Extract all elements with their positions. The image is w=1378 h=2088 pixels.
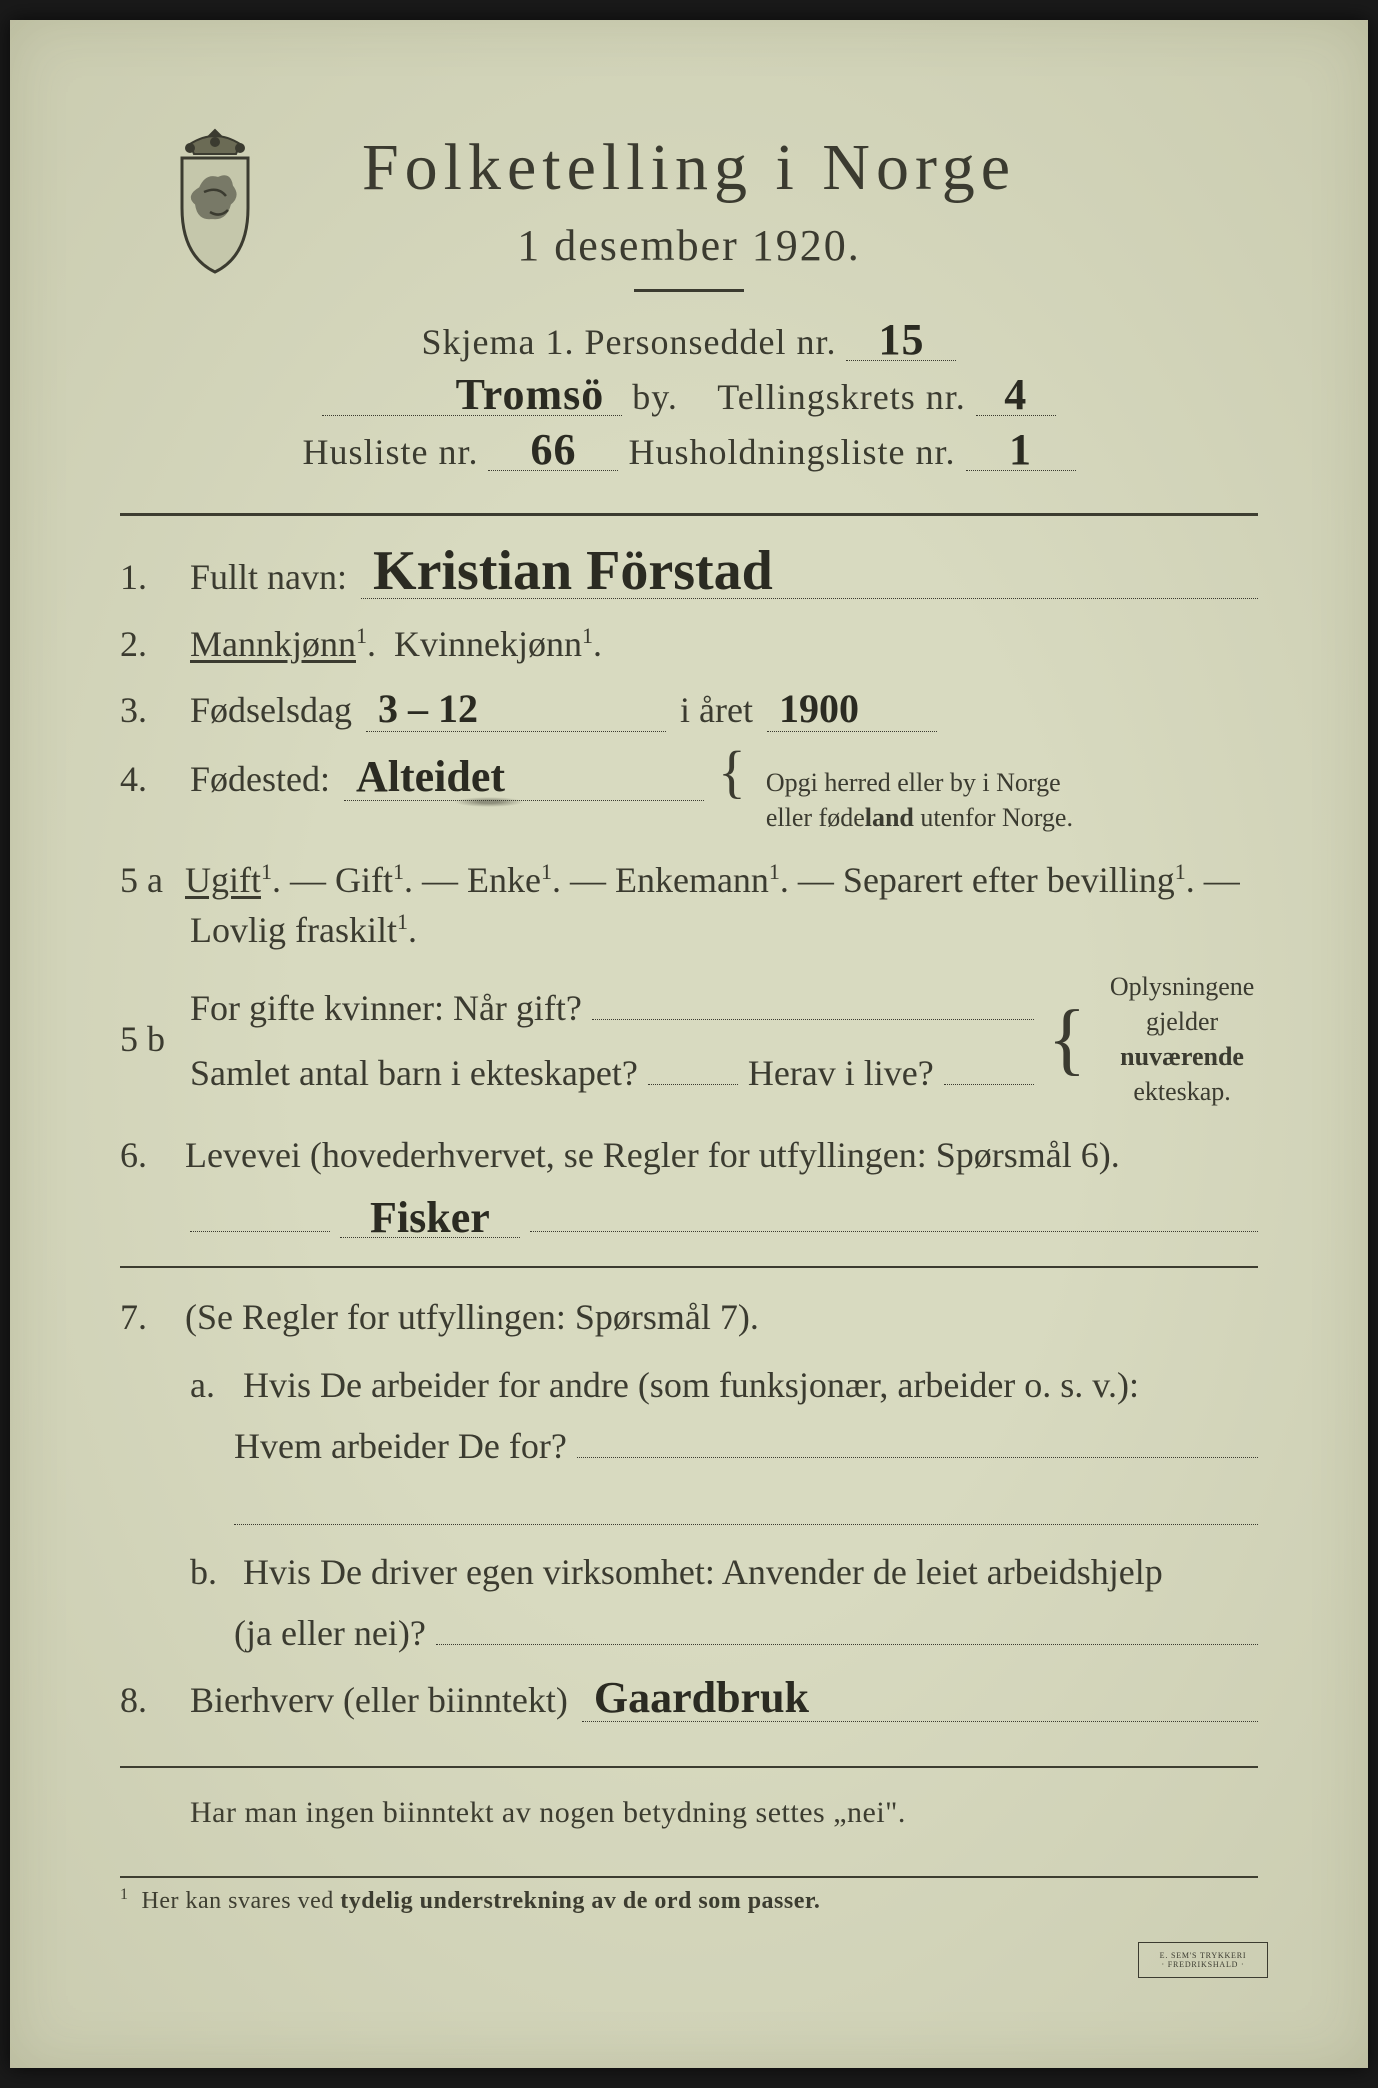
q7a-letter: a. (190, 1364, 234, 1406)
q2-num: 2. (120, 623, 176, 665)
by-value: Tromsö (322, 375, 622, 416)
q7a-l2: Hvem arbeider De for? (234, 1425, 567, 1467)
skjema-label: Skjema 1. Personseddel nr. (422, 322, 837, 362)
q3-year-label: i året (680, 689, 753, 731)
q1-name: 1. Fullt navn: Kristian Förstad (120, 546, 1258, 599)
q3-day: 3 – 12 (378, 686, 478, 731)
printer-mark: E. SEM'S TRYKKERI · FREDRIKSHALD · (1138, 1942, 1268, 1978)
q6-num: 6. (120, 1134, 176, 1176)
q3-birthdate: 3. Fødselsdag 3 – 12 i året 1900 (120, 689, 1258, 732)
q6-value: Fisker (340, 1198, 520, 1239)
q5b-married-women: 5 b For gifte kvinner: Når gift? Samlet … (120, 969, 1258, 1109)
q5a-enke: Enke (467, 860, 541, 900)
q4-bracket: { (718, 756, 746, 788)
q5b-note-l3: ekteskap. (1133, 1077, 1230, 1106)
q4-label: Fødested: (190, 758, 330, 800)
tellingskrets-label: Tellingskrets nr. (717, 377, 965, 417)
by-label: by. (632, 377, 678, 417)
printer-l2: · FREDRIKSHALD · (1161, 1960, 1244, 1969)
q7-num: 7. (120, 1296, 176, 1338)
printer-l1: E. SEM'S TRYKKERI (1160, 1951, 1247, 1960)
q7b-l2: (ja eller nei)? (234, 1612, 426, 1654)
q5b-l2a: Samlet antal barn i ekteskapet? (190, 1052, 638, 1094)
q5b-l1a: For gifte kvinner: Når gift? (190, 987, 582, 1029)
q5a-separert: Separert efter bevilling (843, 860, 1175, 900)
q8-num: 8. (120, 1679, 176, 1721)
q1-value: Kristian Förstad (373, 540, 773, 602)
q5a-fraskilt: Lovlig fraskilt (190, 910, 397, 950)
census-form-page: Folketelling i Norge 1 desember 1920. Sk… (10, 20, 1368, 2068)
q4-birthplace: 4. Fødested: Alteidet { Opgi herred elle… (120, 756, 1258, 835)
footnote-sup: 1 (120, 1886, 129, 1903)
q4-note: Opgi herred eller by i Norge eller fødel… (766, 765, 1073, 835)
q1-num: 1. (120, 556, 176, 598)
form-header: Folketelling i Norge 1 desember 1920. Sk… (120, 130, 1258, 473)
meta-by-row: Tromsö by. Tellingskrets nr. 4 (120, 375, 1258, 418)
q5b-note-l2: gjelder (1146, 1007, 1218, 1036)
q7-label: (Se Regler for utfyllingen: Spørsmål 7). (185, 1297, 759, 1337)
q4-num: 4. (120, 758, 176, 800)
q7a-l1: Hvis De arbeider for andre (som funksjon… (243, 1365, 1139, 1405)
husliste-label: Husliste nr. (302, 432, 478, 472)
q5a-enkemann: Enkemann (615, 860, 769, 900)
q4-note-l3: utenfor Norge. (914, 803, 1073, 832)
q5a-line2: Lovlig fraskilt1. (190, 909, 1258, 951)
q5b-num: 5 b (120, 1018, 176, 1060)
coat-of-arms-icon (160, 122, 270, 282)
q5b-note: Oplysningene gjelder nuværende ekteskap. (1106, 969, 1258, 1109)
q4-note-l1: Opgi herred eller by i Norge (766, 768, 1061, 797)
q5a-marital: 5 a Ugift1. — Gift1. — Enke1. — Enkemann… (120, 859, 1258, 901)
q5b-bracket: { (1048, 1017, 1086, 1061)
q5b-note-bold: nuværende (1120, 1042, 1244, 1071)
q3-label: Fødselsdag (190, 689, 352, 731)
q8-label: Bierhverv (eller biinntekt) (190, 1679, 568, 1721)
instruction-nei: Har man ingen biinntekt av nogen betydni… (190, 1796, 1258, 1830)
form-title: Folketelling i Norge (120, 130, 1258, 206)
q5a-ugift: Ugift (185, 860, 261, 900)
form-subtitle: 1 desember 1920. (120, 220, 1258, 271)
q7b-l1: Hvis De driver egen virksomhet: Anvender… (243, 1552, 1163, 1592)
q5b-l2b: Herav i live? (748, 1052, 934, 1094)
header-rule (634, 289, 744, 292)
q2-male: Mannkjønn (190, 624, 356, 664)
personseddel-nr: 15 (846, 320, 956, 361)
q5a-num: 5 a (120, 859, 176, 901)
q8-secondary: 8. Bierhverv (eller biinntekt) Gaardbruk (120, 1678, 1258, 1722)
q8-value: Gaardbruk (594, 1673, 809, 1722)
q4-note-bold: land (865, 803, 914, 832)
q1-label: Fullt navn: (190, 556, 347, 598)
footnote-text: Her kan svares ved tydelig understreknin… (142, 1888, 821, 1914)
q7-employment: 7. (Se Regler for utfyllingen: Spørsmål … (120, 1296, 1258, 1654)
q7b-letter: b. (190, 1551, 234, 1593)
q4-value: Alteidet (356, 752, 505, 801)
q5b-note-l1: Oplysningene (1110, 972, 1254, 1001)
q3-year: 1900 (779, 686, 859, 731)
q2-female: Kvinnekjønn (394, 624, 582, 664)
q6-occupation: 6. Levevei (hovederhvervet, se Regler fo… (120, 1134, 1258, 1239)
husliste-nr: 66 (488, 430, 618, 471)
meta-husliste-row: Husliste nr. 66 Husholdningsliste nr. 1 (120, 430, 1258, 473)
q2-sex: 2. Mannkjønn1. Kvinnekjønn1. (120, 623, 1258, 665)
footnote: 1 Her kan svares ved tydelig understrekn… (120, 1876, 1258, 1915)
q3-num: 3. (120, 689, 176, 731)
husholdningsliste-label: Husholdningsliste nr. (628, 432, 955, 472)
q4-note-l2: eller føde (766, 803, 865, 832)
q5a-gift: Gift (335, 860, 393, 900)
q6-label: Levevei (hovederhvervet, se Regler for u… (185, 1135, 1120, 1175)
tellingskrets-nr: 4 (976, 375, 1056, 416)
husholdningsliste-nr: 1 (966, 430, 1076, 471)
meta-skjema-row: Skjema 1. Personseddel nr. 15 (120, 320, 1258, 363)
